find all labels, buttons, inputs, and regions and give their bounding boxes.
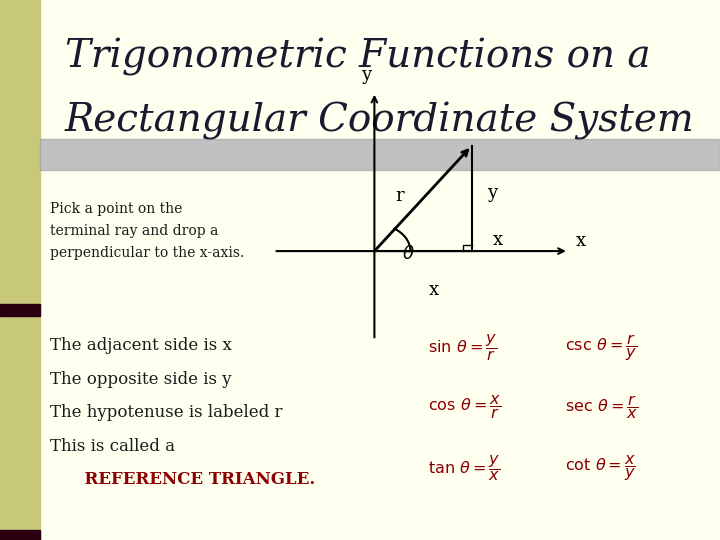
Bar	[40, 139, 720, 170]
Text: x: x	[493, 231, 503, 249]
Text: REFERENCE TRIANGLE.: REFERENCE TRIANGLE.	[50, 471, 315, 488]
Text: The hypotenuse is labeled r: The hypotenuse is labeled r	[50, 404, 283, 421]
Text: The adjacent side is x: The adjacent side is x	[50, 338, 233, 354]
Text: Trigonometric Functions on a: Trigonometric Functions on a	[65, 38, 650, 76]
Text: The opposite side is y: The opposite side is y	[50, 371, 232, 388]
Text: y: y	[361, 66, 371, 84]
Bar	[0, 0, 40, 540]
Text: r: r	[395, 187, 404, 205]
Text: $\tan\,\theta = \dfrac{y}{x}$: $\tan\,\theta = \dfrac{y}{x}$	[428, 453, 501, 483]
Text: $\theta$: $\theta$	[402, 245, 415, 263]
Text: Rectangular Coordinate System: Rectangular Coordinate System	[65, 103, 695, 140]
Text: x: x	[576, 232, 586, 251]
Text: $\csc\,\theta = \dfrac{r}{y}$: $\csc\,\theta = \dfrac{r}{y}$	[565, 332, 637, 363]
Text: $\sec\,\theta = \dfrac{r}{x}$: $\sec\,\theta = \dfrac{r}{x}$	[565, 393, 639, 421]
Text: $\cos\,\theta = \dfrac{x}{r}$: $\cos\,\theta = \dfrac{x}{r}$	[428, 393, 502, 421]
Text: x: x	[428, 281, 439, 299]
Text: This is called a: This is called a	[50, 438, 176, 455]
Text: $\sin\,\theta = \dfrac{y}{r}$: $\sin\,\theta = \dfrac{y}{r}$	[428, 332, 498, 363]
Bar	[0, 530, 40, 540]
Text: y: y	[487, 184, 498, 202]
Text: $\cot\,\theta = \dfrac{x}{y}$: $\cot\,\theta = \dfrac{x}{y}$	[565, 453, 636, 483]
Bar	[0, 304, 40, 316]
Text: Pick a point on the
terminal ray and drop a
perpendicular to the x-axis.: Pick a point on the terminal ray and dro…	[50, 202, 245, 260]
